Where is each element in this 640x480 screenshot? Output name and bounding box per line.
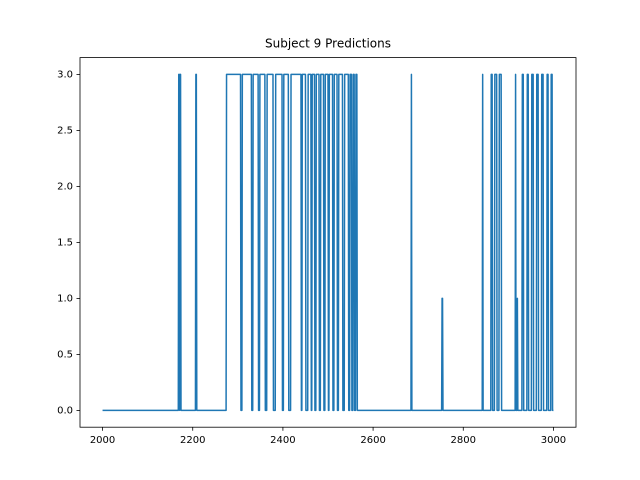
y-tick-label: 2.5 xyxy=(57,125,73,136)
x-tick-label: 2400 xyxy=(270,435,295,446)
x-tick-label: 2200 xyxy=(180,435,205,446)
y-tick-label: 1.5 xyxy=(57,237,73,248)
x-tick-label: 2800 xyxy=(451,435,476,446)
y-tick-label: 1.0 xyxy=(57,293,73,304)
x-tick-label: 2600 xyxy=(360,435,385,446)
y-tick-label: 0.5 xyxy=(57,349,73,360)
y-tick-label: 0.0 xyxy=(57,405,73,416)
chart-title: Subject 9 Predictions xyxy=(265,37,391,51)
line xyxy=(102,73,554,412)
y-tick-label: 3.0 xyxy=(57,69,73,80)
plot-frame xyxy=(79,57,577,428)
y-tick-label: 2.0 xyxy=(57,181,73,192)
x-tick-label: 3000 xyxy=(541,435,566,446)
x-tick-label: 2000 xyxy=(90,435,115,446)
